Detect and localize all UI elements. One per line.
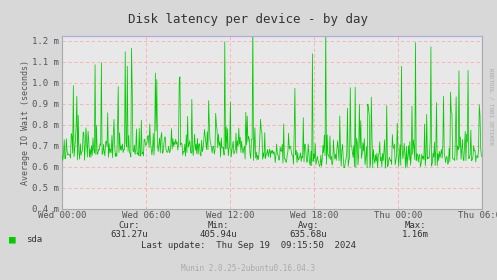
Text: Disk latency per device - by day: Disk latency per device - by day: [129, 13, 368, 25]
Text: 405.94u: 405.94u: [200, 230, 238, 239]
Y-axis label: Average IO Wait (seconds): Average IO Wait (seconds): [21, 60, 30, 185]
Text: ■: ■: [9, 234, 16, 244]
Text: 635.68u: 635.68u: [289, 230, 327, 239]
Text: Cur:: Cur:: [118, 221, 140, 230]
Text: 631.27u: 631.27u: [110, 230, 148, 239]
Text: 1.16m: 1.16m: [402, 230, 428, 239]
Text: Last update:  Thu Sep 19  09:15:50  2024: Last update: Thu Sep 19 09:15:50 2024: [141, 241, 356, 250]
Text: Munin 2.0.25-2ubuntu0.16.04.3: Munin 2.0.25-2ubuntu0.16.04.3: [181, 264, 316, 273]
Text: Max:: Max:: [404, 221, 426, 230]
Text: RRDTOOL / TOBI OETIKER: RRDTOOL / TOBI OETIKER: [488, 68, 493, 145]
Text: sda: sda: [26, 235, 42, 244]
Text: Min:: Min:: [208, 221, 230, 230]
Text: Avg:: Avg:: [297, 221, 319, 230]
